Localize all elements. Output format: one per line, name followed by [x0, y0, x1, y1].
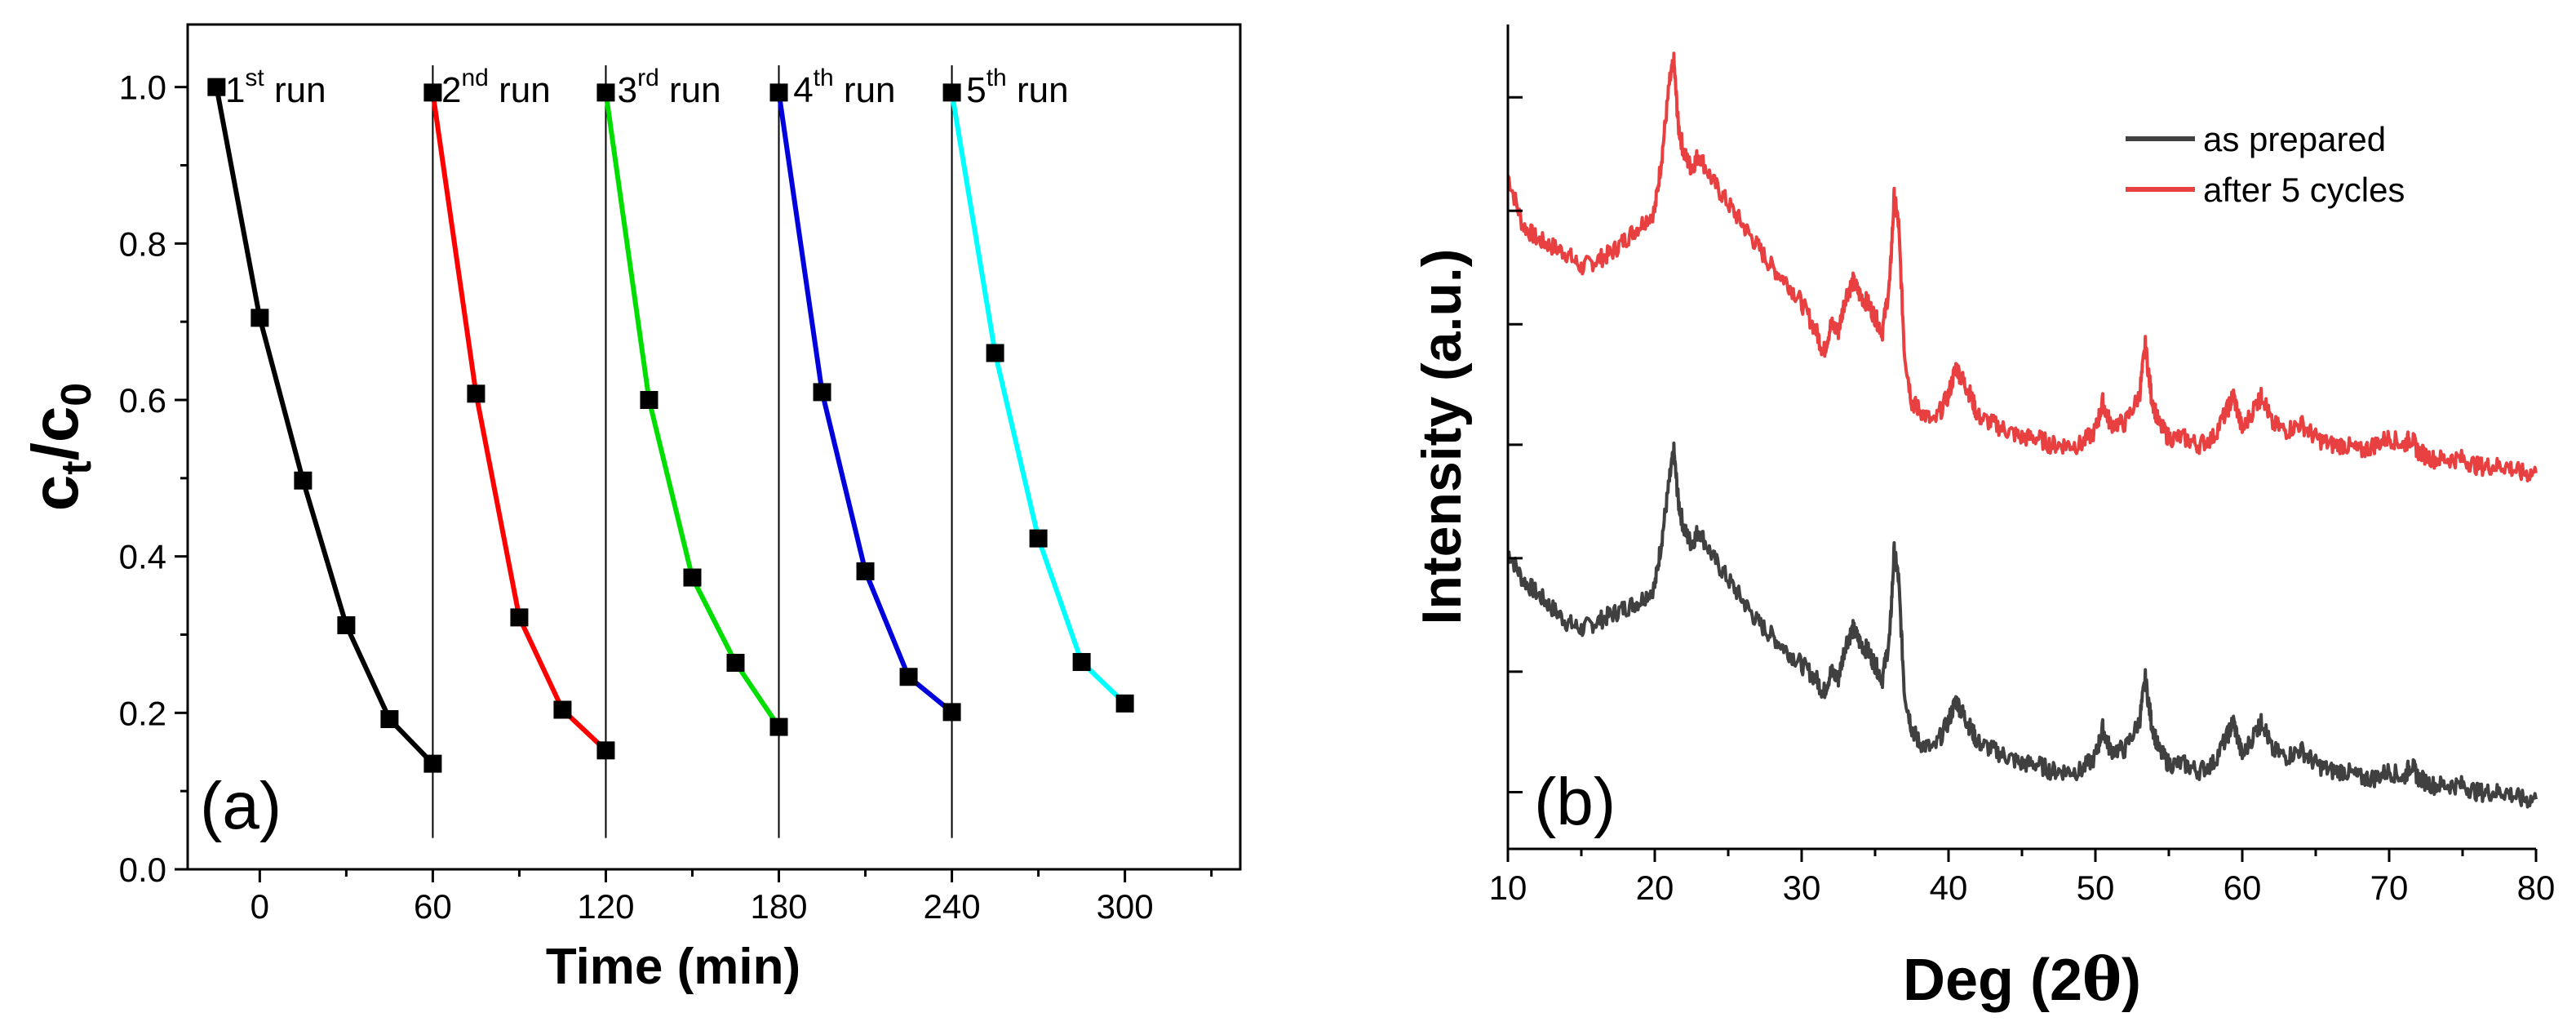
series-line — [214, 87, 435, 766]
data-point-marker — [942, 703, 961, 722]
x-tick-label: 60 — [2224, 868, 2262, 907]
data-point-marker — [423, 83, 442, 102]
run-ordinal: rd — [637, 64, 659, 91]
data-point-marker — [467, 384, 485, 403]
xrd-pattern-line — [1506, 51, 2538, 482]
data-point-marker — [337, 616, 356, 634]
x-axis-title-b: Deg (2θ) — [1903, 944, 2141, 1014]
panel-b: 10 20 30 40 50 60 70 80 Deg (2θ) Intensity (a.u… — [1411, 24, 2555, 1014]
run-ordinal: th — [987, 64, 1007, 91]
x-tick-label: 50 — [2077, 868, 2115, 907]
decay-series — [214, 87, 1127, 766]
x-axis-title-a: Time (min) — [546, 939, 800, 995]
xrd-pattern-line — [1506, 441, 2538, 809]
x-tick-label: 70 — [2370, 868, 2409, 907]
y-axis-title-b: Intensity (a.u.) — [1411, 249, 1473, 625]
data-point-marker — [769, 717, 788, 736]
x-ticks-b: 10 20 30 40 50 60 70 80 — [1489, 849, 2556, 907]
x-tick-label: 240 — [924, 887, 981, 926]
y-ticks-a: 0.0 0.2 0.4 0.6 0.8 1.0 — [119, 69, 188, 889]
data-point-marker — [813, 383, 831, 402]
x-tick-label: 120 — [577, 887, 634, 926]
data-point-marker — [380, 710, 399, 728]
y-tick-label: 1.0 — [119, 69, 166, 107]
series-line — [776, 91, 954, 714]
legend-b: as prepared after 5 cycles — [2126, 120, 2405, 209]
run-word: run — [659, 70, 721, 110]
data-point-marker — [683, 568, 702, 587]
y-tick-label: 0.6 — [119, 381, 166, 420]
run-word: run — [264, 70, 326, 110]
run-number: 1 — [225, 70, 245, 110]
x-tick-label: 20 — [1636, 868, 1674, 907]
x-tick-label: 40 — [1930, 868, 1968, 907]
data-point-marker — [553, 700, 572, 719]
data-point-marker — [640, 391, 658, 409]
data-point-marker — [294, 471, 313, 490]
data-point-marker — [726, 654, 745, 672]
run-label: 4th run — [793, 64, 895, 110]
x-tick-label: 80 — [2517, 868, 2556, 907]
data-point-marker — [899, 668, 918, 686]
y-axis-title-a: ct/c0 — [19, 383, 100, 511]
panel-a: 1st run 2nd run 3rd run 4th run 5th run 0 60 1… — [19, 23, 1242, 995]
series-line — [603, 91, 782, 729]
x-tick-label: 0 — [251, 887, 269, 926]
y-tick-label: 0.0 — [119, 851, 166, 889]
data-point-marker — [1029, 529, 1048, 548]
run-dividers — [432, 65, 953, 838]
run-word: run — [1007, 70, 1069, 110]
run-number: 3 — [618, 70, 637, 110]
data-point-marker — [207, 78, 226, 96]
legend-label: as prepared — [2203, 120, 2386, 158]
series-line — [949, 91, 1127, 705]
panel-label-a: (a) — [200, 769, 282, 843]
run-label: 5th run — [966, 64, 1068, 110]
run-ordinal: th — [814, 64, 834, 91]
run-label: 3rd run — [618, 64, 721, 110]
x-tick-label: 10 — [1489, 868, 1527, 907]
data-point-marker — [769, 83, 788, 102]
x-tick-label: 30 — [1783, 868, 1821, 907]
data-point-marker — [1072, 653, 1091, 672]
run-labels: 1st run 2nd run 3rd run 4th run 5th run — [225, 64, 1069, 110]
run-number: 4 — [793, 70, 813, 110]
data-point-marker — [510, 608, 529, 627]
decay-markers — [207, 78, 1134, 773]
data-point-marker — [596, 83, 615, 102]
x-tick-label: 300 — [1097, 887, 1154, 926]
data-point-marker — [251, 309, 269, 327]
y-tick-label: 0.4 — [119, 538, 166, 576]
legend-label: after 5 cycles — [2203, 171, 2405, 209]
x-tick-label: 180 — [750, 887, 807, 926]
run-ordinal: nd — [461, 64, 488, 91]
run-number: 2 — [441, 70, 461, 110]
x-tick-label: 60 — [414, 887, 452, 926]
run-label: 2nd run — [441, 64, 551, 110]
data-point-marker — [942, 83, 961, 102]
data-point-marker — [596, 741, 615, 760]
data-point-marker — [423, 754, 442, 773]
y-tick-label: 0.8 — [119, 224, 166, 263]
run-number: 5 — [966, 70, 986, 110]
x-ticks-a: 0 60 120 180 240 300 — [251, 869, 1213, 926]
run-label: 1st run — [225, 64, 326, 110]
series-line — [430, 91, 608, 753]
data-point-marker — [856, 562, 875, 580]
run-ordinal: st — [245, 64, 264, 91]
data-point-marker — [986, 344, 1004, 362]
plot-frame-a — [186, 23, 1242, 871]
run-word: run — [489, 70, 551, 110]
y-tick-label: 0.2 — [119, 694, 166, 732]
y-ticks-b — [1508, 96, 1523, 794]
data-point-marker — [1115, 694, 1134, 713]
run-word: run — [834, 70, 896, 110]
panel-label-b: (b) — [1534, 765, 1616, 839]
xrd-series — [1506, 51, 2538, 809]
